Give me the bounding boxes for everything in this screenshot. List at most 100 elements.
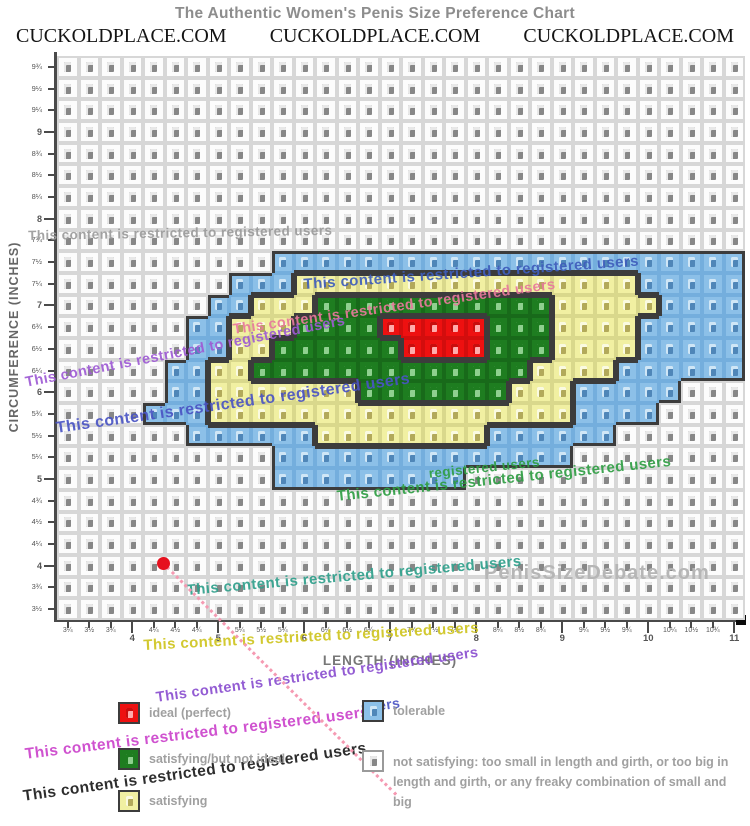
grid-cell xyxy=(422,142,444,165)
grid-cell xyxy=(229,576,251,599)
cell-glyph-icon xyxy=(214,473,222,484)
grid-cell xyxy=(100,446,122,469)
grid-cell xyxy=(702,121,724,143)
grid-cell xyxy=(379,294,401,317)
cell-glyph-icon xyxy=(408,560,416,571)
cell-glyph-icon xyxy=(193,300,201,311)
cell-glyph-icon xyxy=(730,235,738,246)
cell-glyph-icon xyxy=(300,343,308,354)
cell-glyph-icon xyxy=(322,300,330,311)
cell-glyph-icon xyxy=(623,213,631,224)
x-tick-label: 5½ xyxy=(256,627,267,634)
grid-cell xyxy=(229,446,251,469)
cell-glyph-icon xyxy=(64,452,72,463)
cell-glyph-icon xyxy=(408,213,416,224)
grid-cell xyxy=(57,77,79,100)
grid-cell xyxy=(315,424,337,447)
cell-glyph-icon xyxy=(322,604,330,615)
cell-glyph-icon xyxy=(257,560,265,571)
grid-cell xyxy=(164,56,186,78)
cell-glyph-icon xyxy=(64,213,72,224)
cell-glyph-icon xyxy=(257,322,265,333)
y-tick xyxy=(48,608,54,611)
grid-cell xyxy=(401,272,423,295)
grid-cell xyxy=(444,533,466,555)
cell-glyph-icon xyxy=(644,126,652,137)
grid-cell xyxy=(530,554,552,577)
grid-cell xyxy=(616,359,638,382)
grid-cell xyxy=(315,207,337,230)
grid-cell xyxy=(57,294,79,317)
cell-glyph-icon xyxy=(623,322,631,333)
grid-cell xyxy=(487,533,509,555)
grid-cell xyxy=(100,56,122,78)
cell-glyph-icon xyxy=(408,495,416,506)
cell-glyph-icon xyxy=(558,495,566,506)
cell-glyph-icon xyxy=(257,430,265,441)
grid-cell xyxy=(659,186,681,208)
grid-cell xyxy=(57,489,79,512)
x-tick xyxy=(690,622,693,628)
x-tick-label: 6¼ xyxy=(320,627,331,634)
grid-cell xyxy=(551,576,573,599)
grid-cell xyxy=(358,598,380,620)
grid-cell xyxy=(401,142,423,165)
grid-cell xyxy=(401,186,423,208)
grid-cell xyxy=(422,207,444,230)
cell-glyph-icon xyxy=(107,343,115,354)
grid-cell xyxy=(207,164,229,187)
grid-cell xyxy=(723,229,745,252)
cell-glyph-icon xyxy=(687,365,695,376)
grid-cell xyxy=(723,468,745,490)
cell-glyph-icon xyxy=(85,408,93,419)
cell-glyph-icon xyxy=(171,343,179,354)
grid-cell xyxy=(702,186,724,208)
grid-cell xyxy=(680,338,702,360)
legend-swatch-yellow xyxy=(118,790,140,812)
grid-cell xyxy=(594,359,616,382)
cell-glyph-icon xyxy=(64,148,72,159)
cell-glyph-icon xyxy=(644,170,652,181)
grid-cell xyxy=(680,598,702,620)
grid-cell xyxy=(723,56,745,78)
grid-cell xyxy=(444,207,466,230)
grid-cell xyxy=(487,338,509,360)
grid-cell xyxy=(100,207,122,230)
grid-cell xyxy=(487,511,509,534)
grid-cell xyxy=(164,489,186,512)
grid-cell xyxy=(78,533,100,555)
cell-glyph-icon xyxy=(193,582,201,593)
cell-glyph-icon xyxy=(300,365,308,376)
grid-cell xyxy=(530,186,552,208)
grid-cell xyxy=(143,164,165,187)
cell-glyph-icon xyxy=(558,430,566,441)
x-tick-label: 3¼ xyxy=(62,627,73,634)
cell-glyph-icon xyxy=(386,83,394,94)
cell-glyph-icon xyxy=(322,430,330,441)
cell-glyph-icon xyxy=(322,473,330,484)
grid-cell xyxy=(272,576,294,599)
y-tick-label: 5¾ xyxy=(31,408,42,418)
cell-glyph-icon xyxy=(128,343,136,354)
cell-glyph-icon xyxy=(558,105,566,116)
grid-cell xyxy=(293,533,315,555)
grid-cell xyxy=(573,468,595,490)
cell-glyph-icon xyxy=(279,495,287,506)
grid-cell xyxy=(57,142,79,165)
grid-cell xyxy=(272,164,294,187)
grid-cell xyxy=(401,533,423,555)
cell-glyph-icon xyxy=(279,343,287,354)
cell-glyph-icon xyxy=(322,495,330,506)
grid-cell xyxy=(207,251,229,273)
cell-glyph-icon xyxy=(601,473,609,484)
y-tick xyxy=(44,564,54,567)
grid-cell xyxy=(444,511,466,534)
grid-cell xyxy=(573,381,595,404)
cell-glyph-icon xyxy=(601,278,609,289)
grid-cell xyxy=(315,121,337,143)
grid-cell xyxy=(358,316,380,338)
cell-glyph-icon xyxy=(343,235,351,246)
cell-glyph-icon xyxy=(236,213,244,224)
grid-cell xyxy=(401,338,423,360)
cell-glyph-icon xyxy=(730,430,738,441)
